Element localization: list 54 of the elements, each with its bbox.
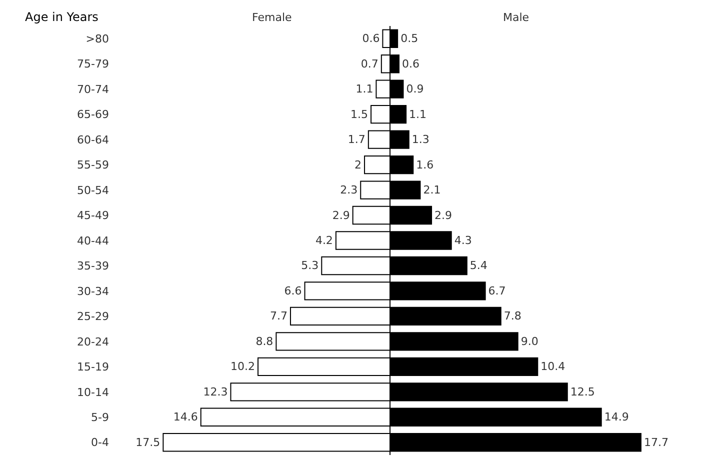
y-tick-label: 35-39 xyxy=(77,260,109,273)
data-label: 0.9 xyxy=(406,82,424,96)
data-label: 1.1 xyxy=(409,108,427,121)
data-label: 2 xyxy=(354,158,362,172)
y-tick-label: 30-34 xyxy=(77,284,109,298)
y-tick-label: 25-29 xyxy=(77,310,109,324)
data-label: 9.0 xyxy=(520,334,538,348)
y-tick-label: 60-64 xyxy=(77,133,109,146)
data-label: 14.9 xyxy=(604,410,629,424)
data-label: 1.1 xyxy=(356,82,374,96)
y-tick-label: 75-79 xyxy=(77,58,109,71)
data-label: 7.7 xyxy=(270,310,288,323)
data-label: 2.9 xyxy=(332,208,350,222)
y-tick-label: 5-9 xyxy=(91,411,109,424)
data-label: 5.4 xyxy=(470,259,488,272)
data-label: 17.7 xyxy=(644,436,668,449)
y-tick-label: >80 xyxy=(86,32,109,46)
data-label: 2.3 xyxy=(340,184,358,197)
y-tick-label: 50-54 xyxy=(77,184,109,197)
y-tick-label: 55-59 xyxy=(77,158,109,172)
y-tick-label: 65-69 xyxy=(77,108,109,122)
data-label: 10.2 xyxy=(230,360,255,374)
data-label: 5.3 xyxy=(301,259,319,272)
y-tick-label: 70-74 xyxy=(77,82,109,96)
data-label: 0.7 xyxy=(360,57,378,70)
data-label: 2.9 xyxy=(434,208,452,222)
data-label: 12.5 xyxy=(570,385,595,398)
y-tick-label: 20-24 xyxy=(77,335,109,348)
data-label: 0.6 xyxy=(402,57,420,70)
data-label: 2.1 xyxy=(423,184,441,197)
data-label: 0.5 xyxy=(400,32,418,46)
y-tick-label: 10-14 xyxy=(77,386,109,399)
chart-title: Female xyxy=(252,11,292,24)
chart-title: Male xyxy=(503,11,530,24)
y-axis-title: Age in Years xyxy=(25,10,98,24)
data-label: 10.4 xyxy=(540,360,566,374)
data-label: 1.6 xyxy=(416,158,434,172)
data-label: 12.3 xyxy=(203,385,228,398)
data-label: 0.6 xyxy=(362,32,380,46)
data-label: 14.6 xyxy=(173,410,198,424)
data-label: 17.5 xyxy=(136,436,160,449)
data-label: 1.5 xyxy=(350,108,368,121)
data-label: 7.8 xyxy=(504,310,522,323)
data-label: 6.7 xyxy=(488,284,506,298)
data-label: 1.7 xyxy=(348,133,366,146)
y-tick-label: 45-49 xyxy=(77,209,109,222)
data-label: 1.3 xyxy=(412,133,430,146)
y-tick-label: 0-4 xyxy=(91,436,109,450)
data-label: 4.2 xyxy=(315,234,333,247)
y-tick-label: 40-44 xyxy=(77,234,109,248)
data-label: 6.6 xyxy=(284,284,302,298)
y-tick-label: 15-19 xyxy=(77,360,109,374)
data-label: 8.8 xyxy=(256,334,274,348)
data-label: 4.3 xyxy=(454,234,472,247)
